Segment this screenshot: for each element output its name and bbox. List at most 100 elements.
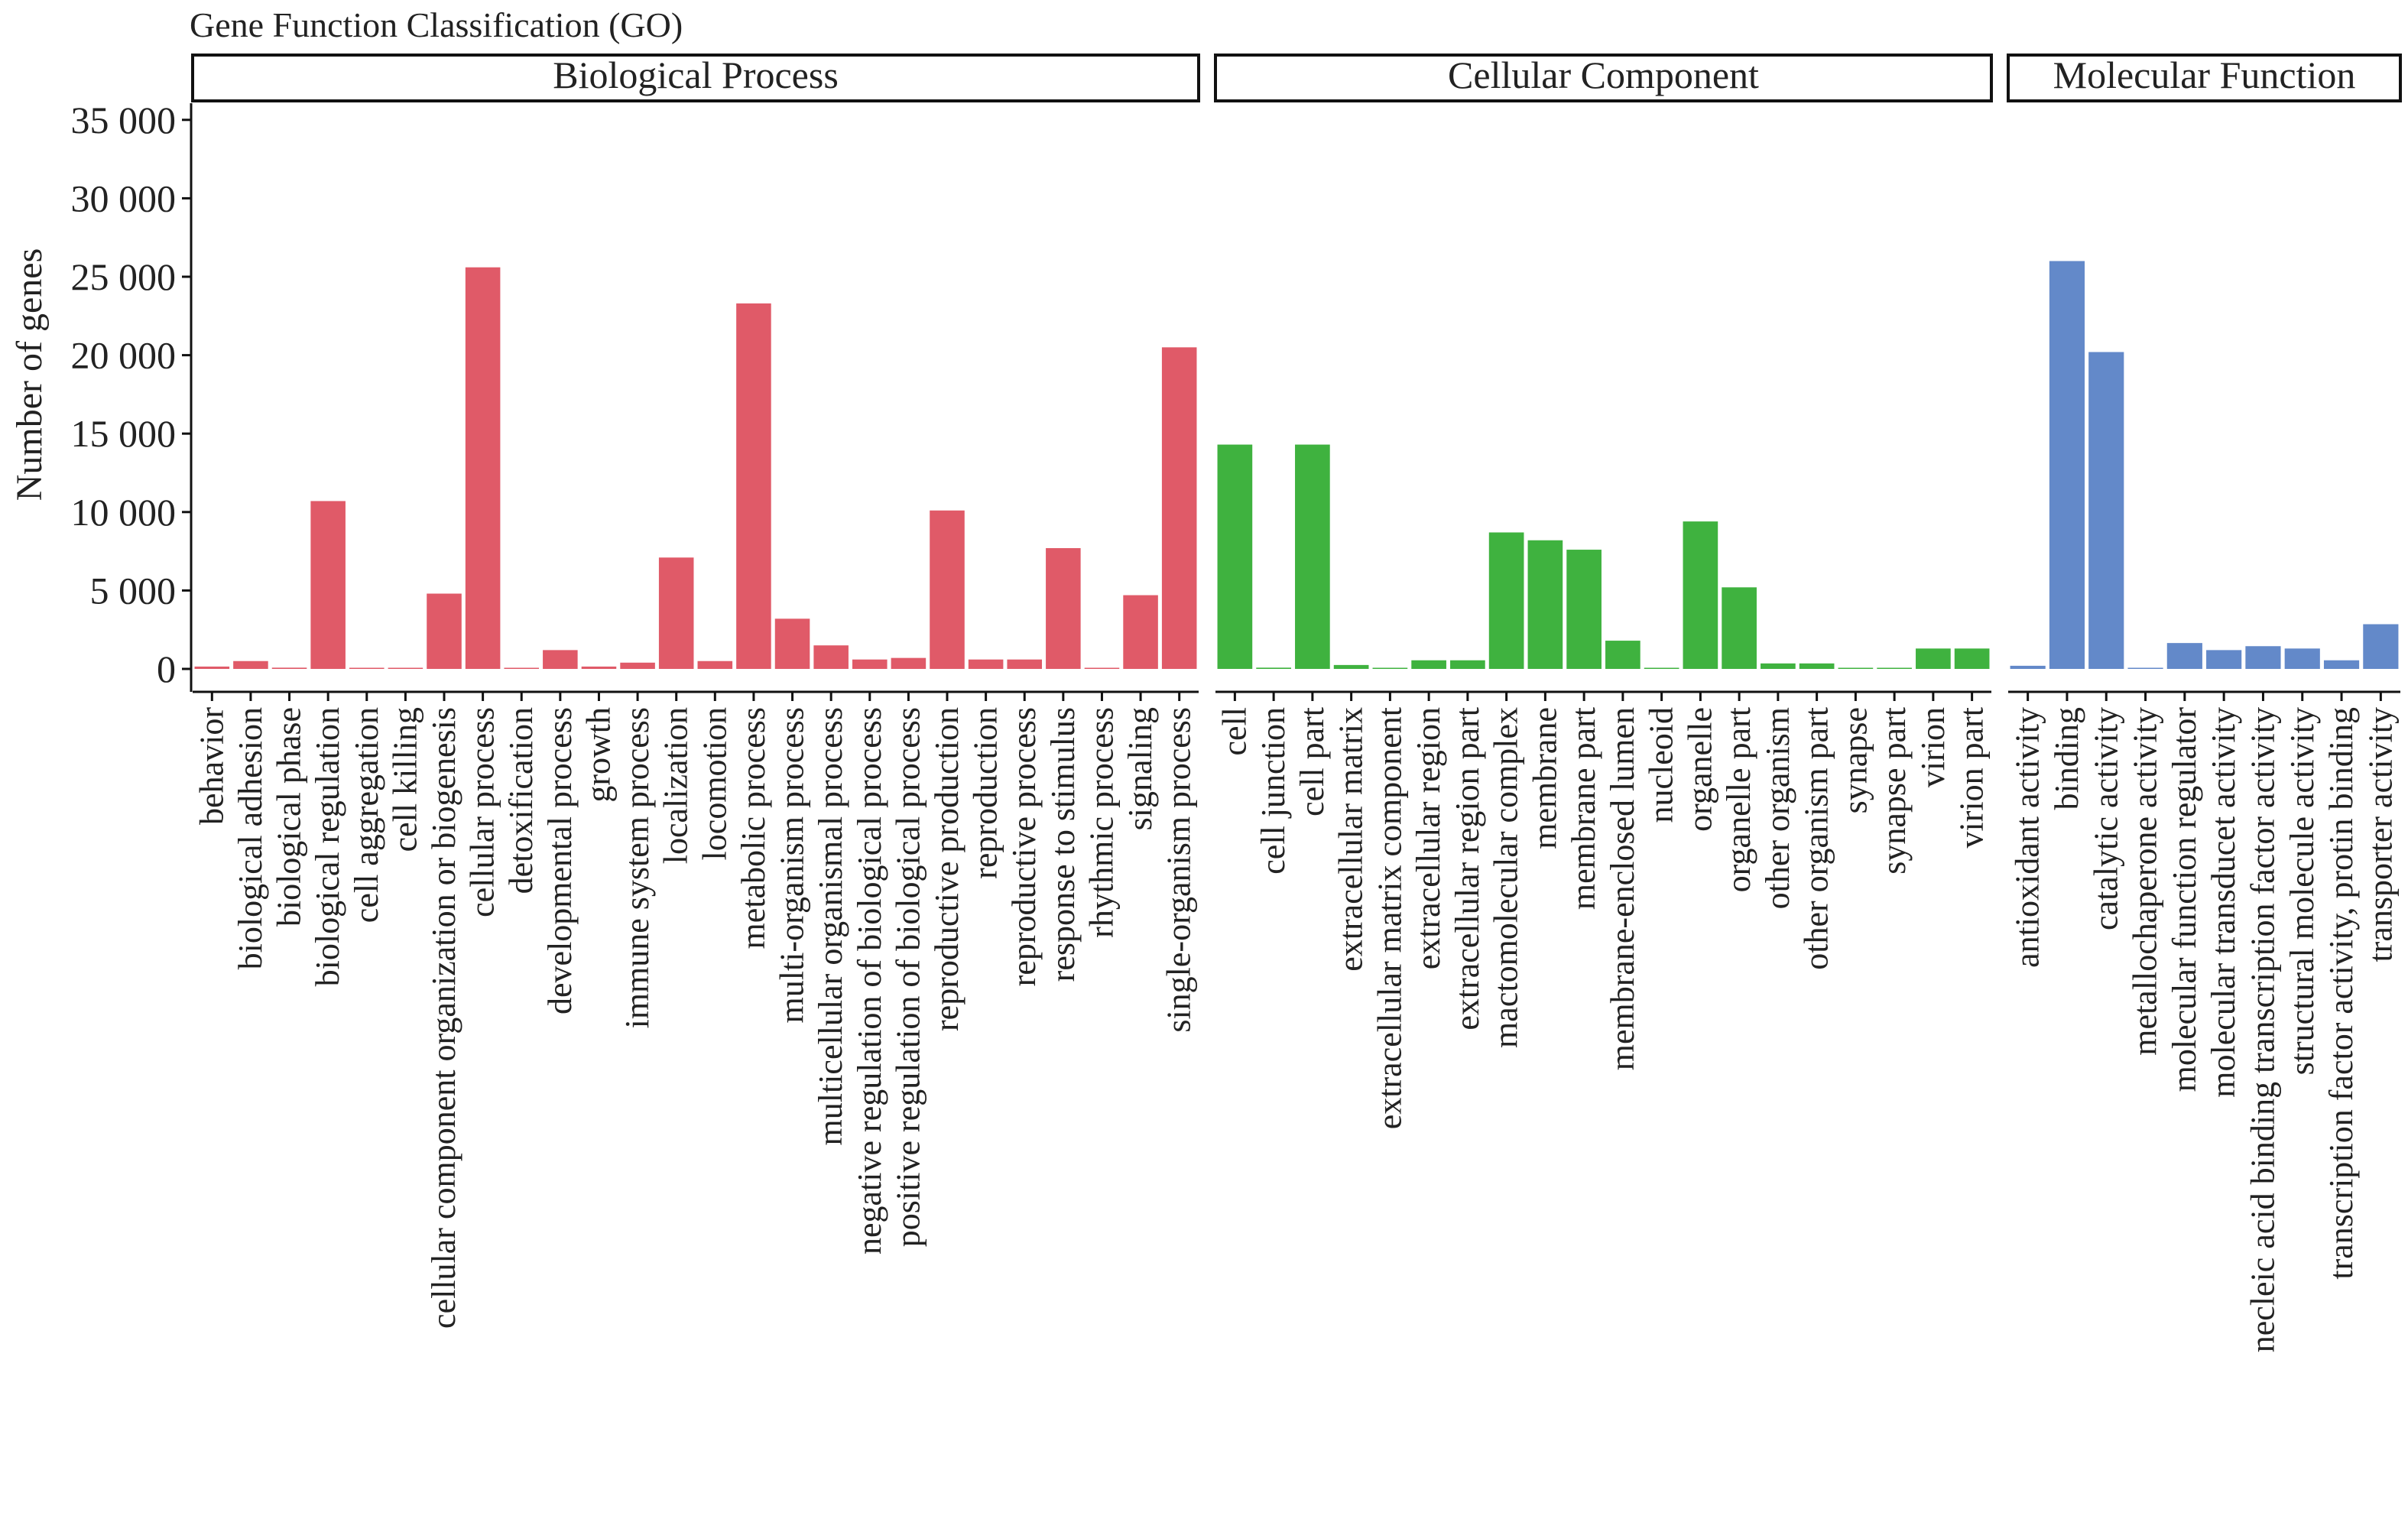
bar: [1046, 547, 1081, 669]
y-tick-label: 0: [157, 648, 176, 690]
category-label: cell aggregation: [348, 707, 385, 923]
category-label: reproductive process: [1005, 707, 1043, 986]
y-axis-title: Number of genes: [9, 248, 50, 501]
category-label: transporter activity: [2361, 707, 2399, 962]
bar: [736, 303, 771, 669]
bar: [930, 510, 965, 669]
category-label: synapse part: [1875, 707, 1913, 875]
bar: [1295, 444, 1330, 669]
bar: [1799, 663, 1835, 669]
category-label: detoxification: [502, 707, 540, 894]
bar: [1683, 521, 1718, 669]
category-label: response to stimulus: [1044, 707, 1082, 982]
bar: [310, 501, 346, 669]
bar: [968, 659, 1004, 669]
category-label: positive regulation of biological proces…: [889, 707, 927, 1247]
category-label: synapse: [1836, 707, 1874, 813]
bar: [194, 666, 230, 669]
bar: [1333, 664, 1369, 669]
category-label: reproduction: [967, 707, 1004, 879]
bar: [1644, 667, 1679, 669]
y-tick-label: 10 000: [71, 491, 177, 534]
category-label: biological adhesion: [232, 707, 269, 969]
bar: [1605, 641, 1640, 669]
bar: [543, 650, 578, 669]
panel-label: Molecular Function: [2053, 54, 2356, 96]
category-label: immune system process: [618, 707, 656, 1028]
bar: [2010, 665, 2046, 669]
category-label: behavior: [193, 707, 230, 825]
bar: [1123, 595, 1158, 669]
panel-strip: [2007, 54, 2402, 102]
bar: [1372, 667, 1408, 669]
category-label: extracellular region part: [1449, 707, 1486, 1031]
bar: [271, 667, 307, 669]
category-label: signaling: [1121, 707, 1159, 830]
category-label: molecular function regulator: [2166, 707, 2203, 1092]
bar: [504, 667, 540, 669]
category-label: other organism: [1759, 707, 1796, 909]
y-tick-label: 25 000: [71, 255, 177, 298]
bar: [1838, 667, 1874, 669]
bar: [697, 661, 733, 669]
bar: [1527, 540, 1563, 669]
bar: [1722, 587, 1757, 669]
y-tick-label: 20 000: [71, 334, 177, 377]
bar: [1084, 667, 1120, 669]
bar: [1256, 667, 1291, 669]
panel-cellular-component: Cellular Component cell cell junction cell …: [1214, 54, 1993, 1129]
category-label: locomotion: [696, 707, 733, 860]
category-label: extracellular region: [1410, 707, 1447, 969]
bar: [774, 618, 810, 669]
panel-biological-process: Biological Process behavior biological adh…: [191, 54, 1200, 1329]
bar: [2088, 352, 2124, 669]
category-label: necleic acid binding transcription facto…: [2244, 707, 2281, 1352]
bar: [1411, 660, 1446, 669]
bar: [1761, 663, 1796, 669]
category-label: molecular transducet activity: [2205, 707, 2242, 1098]
category-label: reproductive production: [928, 707, 965, 1031]
category-label: organelle: [1681, 707, 1718, 832]
category-label: developmental process: [541, 707, 579, 1014]
bar: [1450, 660, 1485, 669]
bar: [1566, 550, 1602, 669]
category-label: cellular process: [464, 707, 501, 917]
category-label: multi-organism process: [774, 707, 811, 1023]
bar: [349, 667, 385, 669]
bar: [581, 666, 617, 669]
y-tick-label: 35 000: [71, 99, 177, 141]
bar: [1161, 347, 1197, 669]
category-label: membrane: [1526, 707, 1563, 849]
bar: [2323, 660, 2360, 669]
bar: [852, 659, 888, 669]
y-tick-label: 5 000: [90, 569, 177, 612]
bar: [2166, 643, 2202, 669]
bar: [465, 267, 501, 669]
category-label: biological regulation: [309, 707, 346, 986]
category-label: multicellular organismal process: [812, 707, 849, 1145]
category-label: binding: [2048, 707, 2085, 810]
category-label: localization: [657, 707, 695, 864]
bar: [388, 667, 424, 669]
panels: Biological Process behavior biological adh…: [191, 54, 2402, 1352]
bar: [1877, 667, 1912, 669]
category-label: virion part: [1953, 707, 1991, 849]
category-label: membrane part: [1565, 707, 1602, 910]
category-label: antioxidant activity: [2009, 707, 2046, 968]
bar: [1007, 659, 1043, 669]
category-label: organelle part: [1720, 707, 1757, 892]
bar: [1488, 532, 1524, 669]
category-label: cellular component organization or bioge…: [425, 707, 462, 1329]
y-tick-label: 15 000: [71, 412, 177, 455]
category-label: catalytic activity: [2087, 707, 2124, 930]
category-label: extracellular matrix: [1332, 707, 1370, 972]
bar: [427, 593, 462, 669]
category-label: negative regulation of biological proces…: [851, 707, 888, 1254]
category-label: rhythmic process: [1082, 707, 1120, 938]
bar: [2245, 646, 2281, 669]
category-label: biological phase: [271, 707, 308, 927]
category-label: growth: [579, 707, 617, 803]
category-label: membrane-enclosed lumen: [1604, 707, 1641, 1070]
category-label: other organism part: [1798, 707, 1835, 970]
